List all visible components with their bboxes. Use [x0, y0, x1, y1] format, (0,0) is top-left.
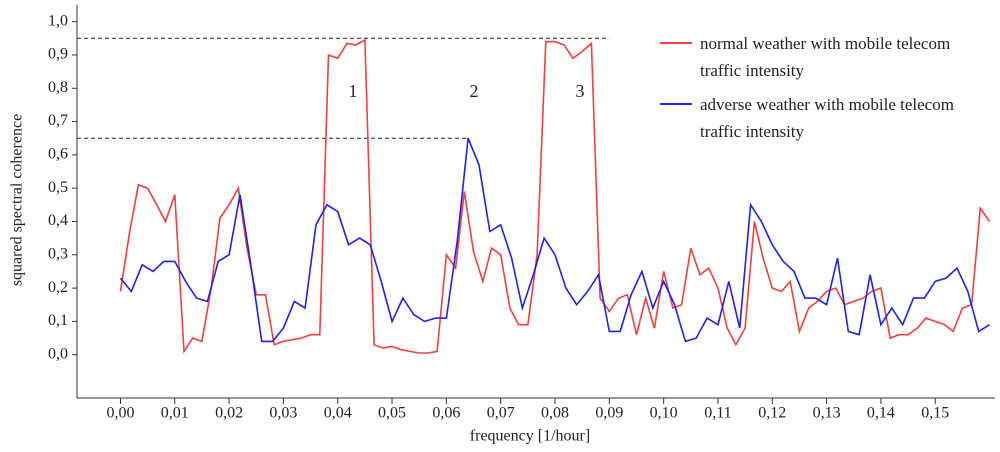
x-tick-label: 0,00 — [106, 405, 134, 422]
y-tick-label: 0,2 — [48, 279, 68, 296]
peak-label: 2 — [470, 81, 479, 101]
y-tick-label: 0,5 — [48, 179, 68, 196]
x-tick-label: 0,13 — [813, 405, 841, 422]
x-tick-label: 0,15 — [921, 405, 949, 422]
y-tick-label: 0,1 — [48, 312, 68, 329]
x-tick-label: 0,06 — [432, 405, 460, 422]
y-tick-label: 0,9 — [48, 46, 68, 63]
y-tick-label: 0,7 — [48, 112, 68, 129]
peak-label: 1 — [349, 81, 358, 101]
x-tick-label: 0,05 — [378, 405, 406, 422]
y-axis-title: squared spectral coherence — [9, 114, 26, 286]
legend-label: normal weather with mobile telecom traff… — [700, 34, 951, 80]
y-tick-label: 0,4 — [48, 212, 68, 229]
x-axis-title: frequency [1/hour] — [470, 428, 590, 445]
y-tick-label: 0,6 — [48, 146, 68, 163]
x-tick-label: 0,12 — [758, 405, 786, 422]
x-tick-label: 0,03 — [269, 405, 297, 422]
x-tick-label: 0,02 — [215, 405, 243, 422]
y-tick-label: 0,0 — [48, 345, 68, 362]
x-tick-label: 0,04 — [324, 405, 352, 422]
x-tick-label: 0,14 — [867, 405, 895, 422]
x-tick-label: 0,08 — [541, 405, 569, 422]
x-tick-label: 0,01 — [161, 405, 189, 422]
y-tick-label: 0,3 — [48, 245, 68, 262]
x-tick-label: 0,10 — [650, 405, 678, 422]
legend-label: adverse weather with mobile telecom traf… — [700, 95, 954, 141]
data-line — [119, 38, 991, 354]
y-tick-label: 0,8 — [48, 79, 68, 96]
data-line — [119, 137, 991, 343]
x-tick-label: 0,09 — [595, 405, 623, 422]
y-tick-label: 1,0 — [48, 12, 68, 29]
x-tick-label: 0,11 — [704, 405, 731, 422]
x-tick-label: 0,07 — [487, 405, 515, 422]
peak-label: 3 — [576, 81, 585, 101]
